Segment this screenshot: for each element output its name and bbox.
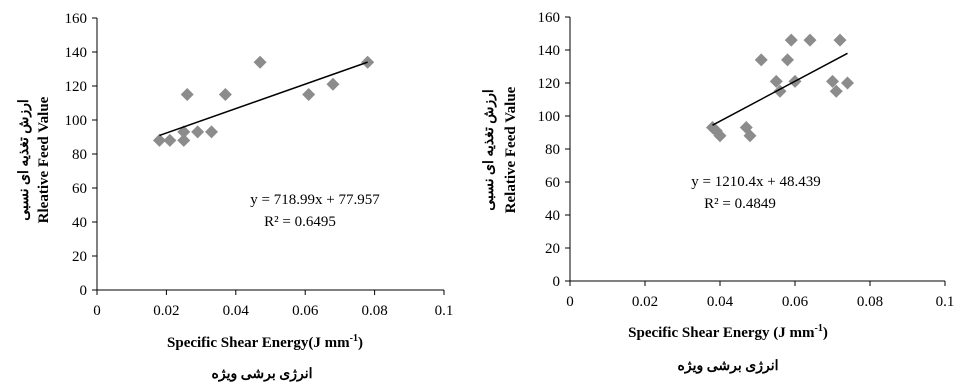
r-squared-label: R² = 0.6495 bbox=[264, 214, 336, 230]
data-point bbox=[180, 88, 194, 101]
x-tick-label: 0.06 bbox=[782, 294, 809, 310]
data-point bbox=[191, 125, 205, 139]
y-axis-title: Rleative Feed Value bbox=[36, 96, 52, 223]
x-tick-label: 0.08 bbox=[857, 294, 883, 310]
data-point bbox=[253, 55, 267, 69]
y-tick-label: 140 bbox=[538, 43, 561, 59]
data-point bbox=[754, 53, 768, 67]
y-tick-label: 100 bbox=[65, 113, 88, 129]
trendline bbox=[159, 61, 368, 137]
x-tick-label: 0.04 bbox=[707, 294, 734, 310]
y-axis-title-persian: ارزش تغذیه ای نسبی bbox=[17, 99, 32, 221]
y-tick-label: 140 bbox=[65, 45, 88, 61]
x-tick-label: 0.02 bbox=[632, 294, 658, 310]
data-point bbox=[177, 125, 191, 139]
x-tick-label: 0.02 bbox=[153, 303, 179, 319]
y-tick-label: 60 bbox=[545, 175, 560, 191]
y-tick-label: 40 bbox=[72, 215, 87, 231]
y-tick-label: 80 bbox=[72, 147, 87, 163]
data-point bbox=[152, 133, 166, 147]
data-point bbox=[713, 129, 727, 143]
x-tick-label: 0.04 bbox=[223, 303, 250, 319]
x-tick-label: 0 bbox=[93, 303, 101, 319]
data-point bbox=[784, 33, 798, 47]
trendline bbox=[712, 52, 848, 126]
y-tick-label: 20 bbox=[545, 241, 560, 257]
y-tick-label: 40 bbox=[545, 208, 560, 224]
data-point bbox=[829, 84, 843, 98]
trendline-equation: y = 718.99x + 77.957 bbox=[250, 192, 380, 208]
y-axis-ticks: 0 20 40 60 80 100 120 140 160 bbox=[538, 10, 570, 290]
data-point bbox=[769, 74, 783, 88]
x-axis-title: Specific Shear Energy(J mm-1) bbox=[167, 333, 363, 351]
x-axis-ticks: 0 0.02 0.04 0.06 0.08 0.1 bbox=[566, 281, 954, 310]
y-tick-label: 60 bbox=[72, 181, 87, 197]
y-axis-title: Relative Feed Value bbox=[503, 86, 519, 213]
x-axis-title-persian: انرژی برشی ویژه bbox=[678, 359, 779, 374]
y-tick-label: 100 bbox=[538, 109, 561, 125]
x-tick-label: 0.06 bbox=[292, 303, 319, 319]
r-squared-label: R² = 0.4849 bbox=[704, 196, 776, 212]
x-axis-title-persian: انرژی برشی ویژه bbox=[212, 367, 313, 382]
y-tick-label: 0 bbox=[80, 283, 88, 299]
x-tick-label: 0.08 bbox=[361, 303, 387, 319]
data-point bbox=[218, 88, 232, 101]
data-point bbox=[302, 88, 316, 101]
data-point bbox=[163, 133, 177, 147]
x-axis-ticks: 0 0.02 0.04 0.06 0.08 0.1 bbox=[93, 290, 453, 319]
data-point bbox=[833, 33, 847, 47]
data-point bbox=[326, 77, 340, 91]
data-point bbox=[781, 53, 794, 67]
x-tick-label: 0.1 bbox=[936, 294, 955, 310]
data-points bbox=[706, 33, 854, 143]
data-point bbox=[841, 76, 854, 90]
y-tick-label: 120 bbox=[538, 76, 561, 92]
y-axis-title-persian: ارزش تغذیه ای نسبی bbox=[482, 89, 497, 211]
data-point bbox=[177, 133, 191, 147]
x-tick-label: 0 bbox=[566, 294, 574, 310]
x-axis-title: Specific Shear Energy (J mm-1) bbox=[628, 323, 828, 341]
trendline-equation: y = 1210.4x + 48.439 bbox=[691, 174, 820, 190]
data-point bbox=[205, 125, 219, 139]
y-tick-label: 0 bbox=[553, 274, 561, 290]
y-tick-label: 120 bbox=[65, 79, 88, 95]
y-tick-label: 20 bbox=[72, 249, 87, 265]
y-tick-label: 80 bbox=[545, 142, 560, 158]
y-axis-ticks: 0 20 40 60 80 100 120 140 160 bbox=[65, 11, 97, 299]
data-point bbox=[803, 33, 817, 47]
y-tick-label: 160 bbox=[65, 11, 88, 27]
y-tick-label: 160 bbox=[538, 10, 561, 26]
data-point bbox=[743, 129, 757, 143]
data-points bbox=[152, 55, 375, 147]
x-tick-label: 0.1 bbox=[435, 303, 454, 319]
data-point bbox=[826, 74, 839, 88]
